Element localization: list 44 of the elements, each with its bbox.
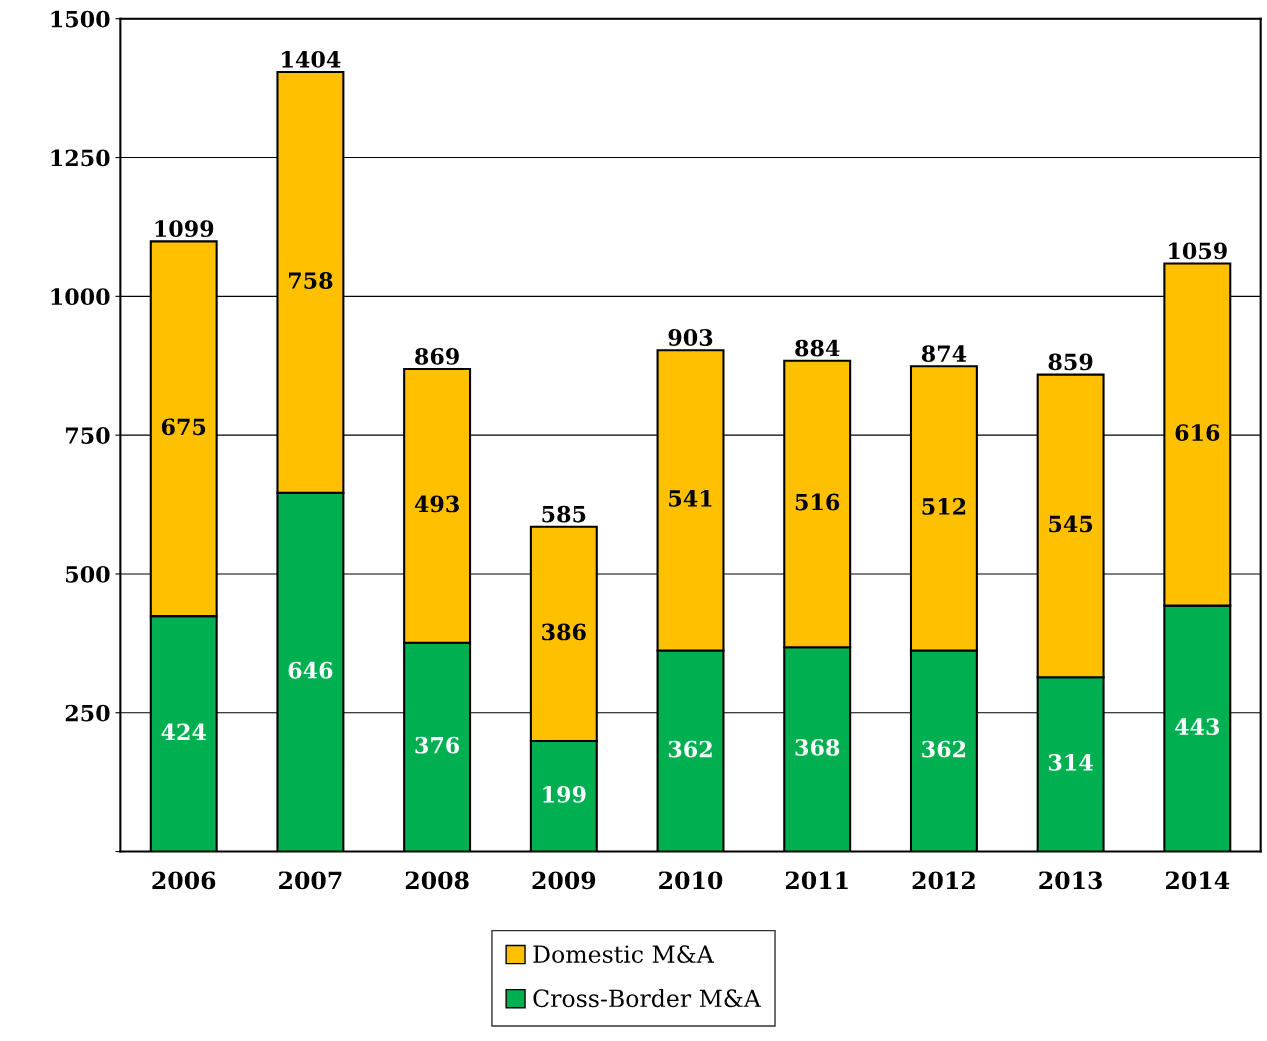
y-tick-label: 1250: [51, 149, 110, 167]
y-tick-label: 500: [66, 565, 110, 583]
x-tick-label: 2007: [279, 871, 342, 890]
x-tick-label: 2013: [1039, 871, 1102, 890]
data-label: 386: [542, 623, 586, 641]
x-tick-label: 2014: [1166, 871, 1230, 890]
data-label: 516: [795, 493, 840, 511]
data-label: 376: [415, 736, 460, 754]
data-label: 512: [922, 498, 966, 515]
total-label: 859: [1048, 353, 1093, 371]
total-label: 585: [542, 505, 586, 523]
x-tick-label: 2011: [785, 871, 848, 890]
legend-label: Domestic M&A: [533, 945, 714, 964]
y-tick-label: 1500: [51, 10, 110, 28]
x-tick-label: 2009: [532, 871, 596, 890]
x-tick-label: 2008: [405, 871, 469, 890]
data-label: 545: [1049, 515, 1093, 533]
y-tick-label: 1000: [51, 288, 110, 306]
data-label: 541: [669, 490, 712, 507]
data-label: 493: [414, 495, 459, 513]
y-tick-label: 250: [65, 704, 110, 722]
x-tick-label: 2006: [152, 871, 216, 890]
total-label: 884: [795, 339, 840, 357]
data-label: 443: [1175, 718, 1220, 736]
total-label: 1059: [1169, 242, 1227, 260]
legend-label: Cross-Border M&A: [533, 988, 762, 1008]
data-label: 424: [161, 723, 206, 740]
data-label: 199: [543, 785, 586, 803]
total-label: 874: [921, 345, 967, 362]
data-label: 646: [288, 661, 333, 679]
data-label: 675: [161, 418, 206, 436]
data-label: 758: [288, 272, 333, 289]
total-label: 869: [415, 347, 459, 365]
data-label: 362: [668, 740, 712, 758]
data-label: 368: [795, 739, 840, 756]
total-label: 903: [668, 329, 713, 346]
total-label: 1404: [282, 50, 341, 68]
data-label: 314: [1048, 754, 1093, 771]
x-tick-label: 2010: [659, 871, 723, 890]
data-label: 616: [1175, 424, 1220, 442]
x-tick-label: 2012: [912, 871, 975, 890]
total-label: 1099: [155, 220, 214, 238]
y-tick-label: 750: [66, 427, 110, 444]
data-label: 362: [922, 740, 966, 758]
